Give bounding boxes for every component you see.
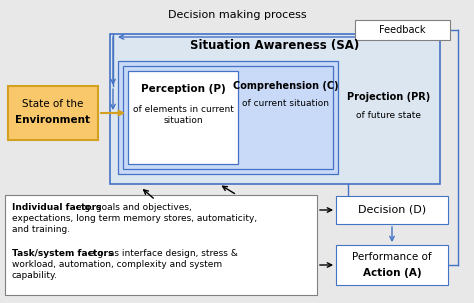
Text: of elements in current
situation: of elements in current situation: [133, 105, 233, 125]
Text: workload, automation, complexity and system: workload, automation, complexity and sys…: [12, 260, 222, 269]
Bar: [5, 195, 317, 295]
Text: Feedback: Feedback: [379, 25, 426, 35]
Bar: [336, 196, 448, 224]
Text: of future state: of future state: [356, 111, 421, 119]
Text: e.g. as interface design, stress &: e.g. as interface design, stress &: [86, 249, 238, 258]
Text: Comprehension (C): Comprehension (C): [233, 81, 338, 91]
Text: Performance of: Performance of: [352, 252, 432, 262]
Bar: [355, 20, 450, 40]
Bar: [123, 66, 333, 169]
Text: Projection (PR): Projection (PR): [347, 92, 430, 102]
Text: Environment: Environment: [16, 115, 91, 125]
Bar: [128, 71, 238, 164]
Text: State of the: State of the: [22, 99, 84, 109]
Text: expectations, long term memory stores, automaticity,: expectations, long term memory stores, a…: [12, 214, 257, 223]
Bar: [118, 61, 338, 174]
Text: Decision making process: Decision making process: [168, 10, 306, 20]
Text: Action (A): Action (A): [363, 268, 421, 278]
Text: Decision (D): Decision (D): [358, 205, 426, 215]
Text: Perception (P): Perception (P): [141, 84, 225, 94]
Text: and training.: and training.: [12, 225, 70, 234]
Text: Situation Awareness (SA): Situation Awareness (SA): [191, 39, 360, 52]
Text: Task/system factors: Task/system factors: [12, 249, 113, 258]
Bar: [336, 245, 448, 285]
Bar: [8, 86, 98, 140]
Bar: [110, 34, 440, 184]
Text: Individual factors: Individual factors: [12, 203, 101, 212]
Text: of current situation: of current situation: [242, 99, 329, 108]
Text: capability.: capability.: [12, 271, 58, 280]
Text: e.g. goals and objectives,: e.g. goals and objectives,: [73, 203, 192, 212]
